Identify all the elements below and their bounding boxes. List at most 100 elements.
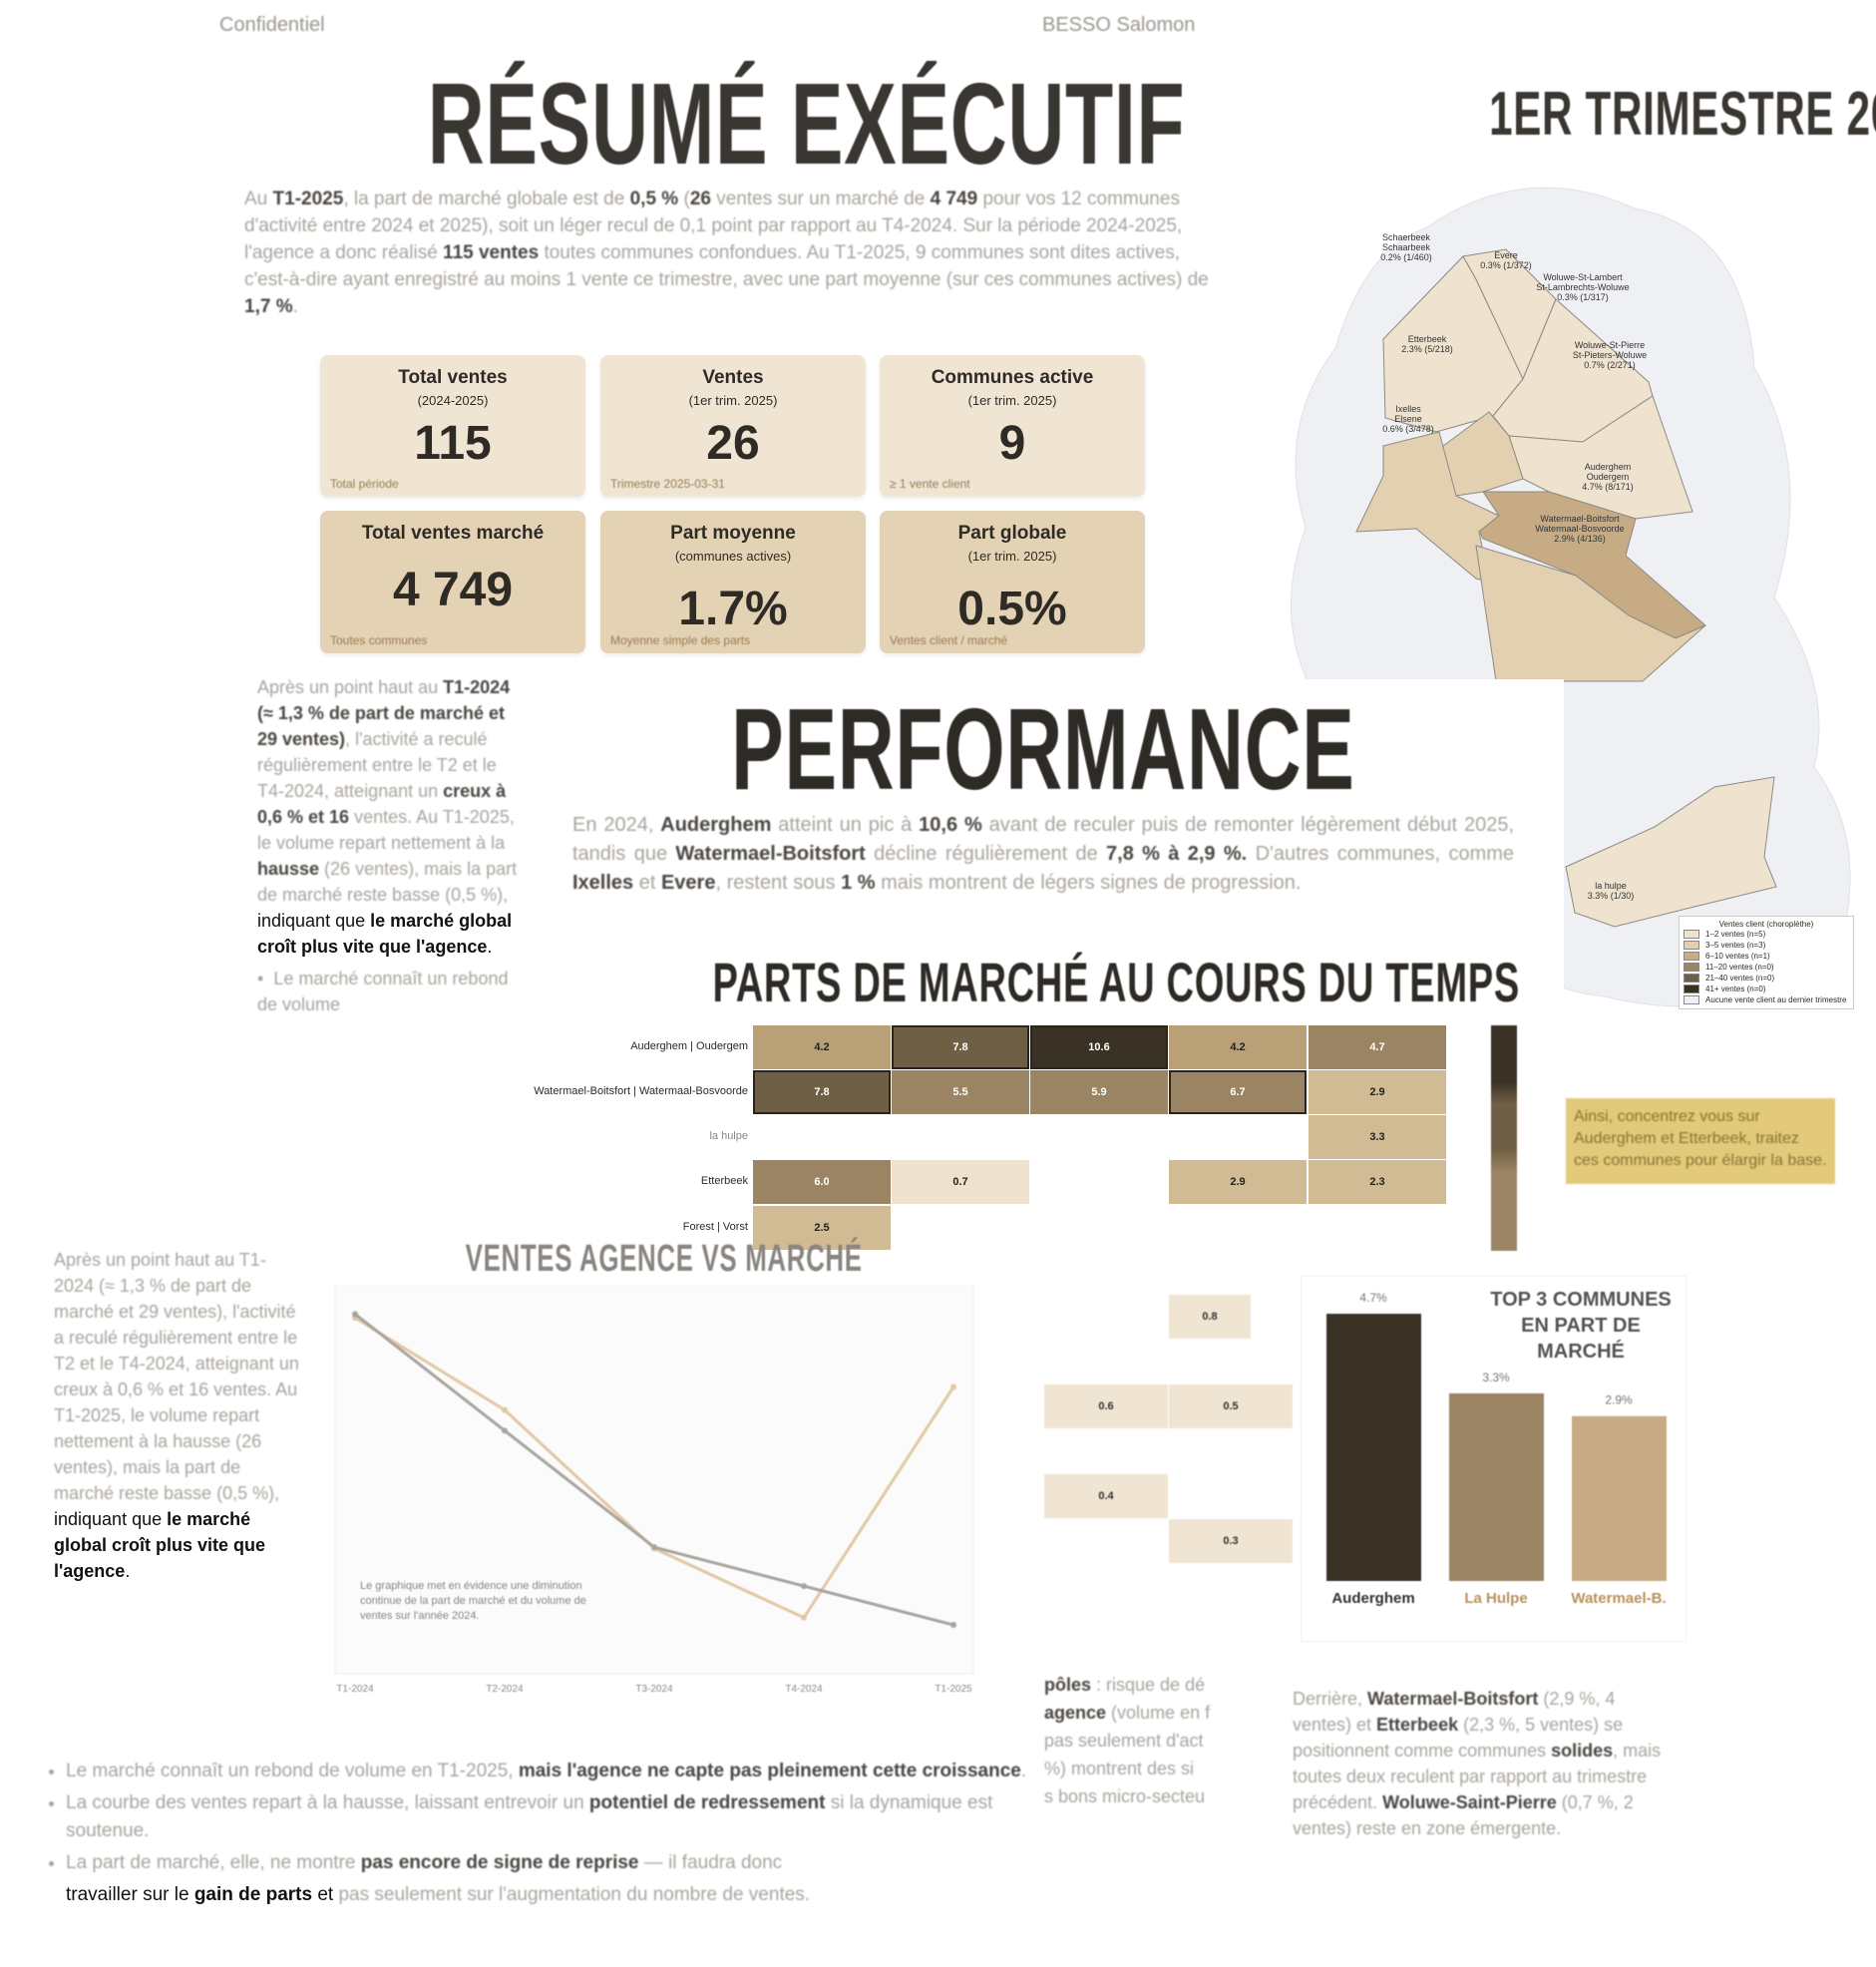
text: (volume en f (1106, 1703, 1211, 1723)
bar-chart: 4.7% Auderghem 3.3% La Hulpe 2.9% Watermael-B… (1326, 1291, 1667, 1607)
bullet-peek: • Le marché connaît un rebond de volume (257, 969, 509, 1014)
x-tick-label: T4-2024 (785, 1684, 823, 1695)
text: . (292, 296, 298, 317)
text: travailler sur le (66, 1884, 194, 1905)
bar-value-label: 2.9% (1605, 1393, 1633, 1407)
text-bold: 0,5 % (629, 189, 679, 209)
text: pas seulement sur l'augmentation du nomb… (338, 1884, 811, 1905)
bar (1572, 1415, 1667, 1581)
text: et (312, 1884, 339, 1905)
text: %) montrent des si (1044, 1759, 1195, 1778)
heatmap-cell: 0.5 (1169, 1384, 1293, 1428)
text: s bons micro-secteu (1044, 1786, 1206, 1806)
text-bold: 1 % (841, 872, 876, 894)
text: (2,3 %, 5 ventes) se positionnent comme … (1293, 1715, 1624, 1761)
map-label: Etterbeek 2.3% (5/218) (1401, 334, 1453, 354)
kpi-subtitle: (1er trim. 2025) (688, 393, 778, 408)
legend-swatch (1684, 930, 1699, 939)
kpi-footnote: Total période (330, 477, 399, 491)
text-bold: pôles (1044, 1675, 1092, 1695)
kpi-footnote: Ventes client / marché (890, 633, 1008, 647)
text-bold: potentiel de redressement (588, 1792, 826, 1813)
legend-label: 11–20 ventes (n=0) (1705, 963, 1774, 972)
text-bold: Woluwe-Saint-Pierre (1382, 1792, 1557, 1812)
kpi-card: Ventes (1er trim. 2025) 26 Trimestre 2025-0… (600, 355, 866, 497)
heatmap-lower-part: 0.8 0.6 0.5 0.4 0.3 (1044, 1287, 1293, 1636)
right-paragraph: Derrière, Watermael-Boitsfort (2,9 %, 4 … (1293, 1686, 1672, 1841)
legend-item: 3–5 ventes (n=3) (1684, 940, 1849, 951)
data-point (801, 1583, 807, 1590)
map-label: Evere 0.3% (1/372) (1480, 250, 1532, 270)
map-label: Schaerbeek Schaarbeek 0.2% (1/460) (1380, 232, 1432, 262)
legend-title: Ventes client (choroplèthe) (1718, 920, 1814, 929)
text-bold: 7,8 % à 2,9 %. (1106, 843, 1248, 865)
text: avant de reculer puis de remonter légère… (572, 814, 1515, 865)
text-bold: Etterbeek (1376, 1715, 1459, 1735)
heatmap-row-label: Watermael-Boitsfort | Watermaal-Bosvoord… (534, 1085, 748, 1097)
text-bold: T1-2024 (≈ 1,3 % de part de marché et 29… (257, 677, 511, 749)
performance-title: PERFORMANCE (731, 684, 1355, 814)
text: atteint un pic à (771, 814, 920, 836)
highlight-box: Ainsi, concentrez vous sur Auderghem et … (1566, 1098, 1835, 1184)
legend-label: 1–2 ventes (n=5) (1705, 930, 1766, 939)
text: décline régulièrement de (865, 843, 1107, 865)
legend-swatch (1684, 952, 1699, 961)
text: , mais toutes deux reculent par rapport … (1293, 1741, 1662, 1812)
text: mais montrent de légers signes de progre… (875, 872, 1302, 894)
map-legend: Ventes client (choroplèthe) 1–2 ventes (… (1679, 916, 1854, 1009)
text-line: pas seulement d'act (1044, 1727, 1294, 1755)
text-bold: Auderghem (660, 814, 772, 836)
heatmap-cell: 4.2 (753, 1025, 891, 1069)
text: La courbe des ventes repart à la hausse,… (66, 1792, 589, 1813)
text: Le marché connaît un rebond de volume en… (66, 1761, 519, 1781)
kpi-value: 0.5% (957, 583, 1067, 635)
text: ventes sur un marché de (710, 189, 931, 209)
text-bold: hausse (257, 859, 320, 879)
line-chart-annotation: Le graphique met en évidence une diminut… (360, 1580, 586, 1622)
text: pour vos 12 communes d'activité entre 20… (244, 189, 1183, 263)
heatmap-cell: 0.7 (892, 1160, 1029, 1204)
summary-paragraph: Au T1-2025, la part de marché globale es… (244, 186, 1217, 320)
legend-item: 6–10 ventes (n=1) (1684, 951, 1849, 962)
heatmap-cell: 2.3 (1309, 1160, 1446, 1204)
heatmap-cell: 10.6 (1030, 1025, 1168, 1069)
performance-paragraph: En 2024, Auderghem atteint un pic à 10,6… (572, 811, 1514, 898)
map-label: Watermael-Boitsfort Watermaal-Bosvoorde 2.… (1535, 514, 1624, 544)
text: . (487, 937, 493, 957)
header-confidential: Confidentiel (219, 14, 325, 36)
left-text-2: Après un point haut au T1-2024 (≈ 1,3 % … (54, 1247, 305, 1584)
line-chart: T1-2024 T2-2024 T3-2024 T4-2024 T1-2025 (334, 1285, 974, 1695)
legend-item: 21–40 ventes (n=0) (1684, 973, 1849, 984)
kpi-footnote: ≥ 1 vente client (890, 477, 970, 491)
map-label: Ixelles Elsene 0.6% (3/478) (1382, 404, 1434, 434)
heatmap: Auderghem | Oudergem 4.2 7.8 10.6 4.2 4.7 Wate… (523, 679, 1564, 1251)
bullet-last-line: travailler sur le gain de parts et pas s… (44, 1881, 1031, 1909)
legend-swatch (1684, 963, 1699, 972)
map-label: Woluwe-St-Pierre St-Pieters-Woluwe 0.7% (2… (1573, 340, 1647, 370)
bar-category-label: La Hulpe (1464, 1590, 1527, 1607)
text: Après un point haut au T1-2024 (≈ 1,3 % … (54, 1250, 299, 1503)
header-author: BESSO Salomon (1042, 14, 1196, 36)
kpi-title: Part globale (957, 523, 1067, 544)
text: Au (244, 189, 273, 209)
text: si la dynamique est soutenue. (66, 1792, 993, 1841)
text-bold: le marché global croît plus vite que l'a… (257, 911, 513, 957)
legend-swatch (1684, 974, 1699, 983)
map-label: Auderghem Oudergem 4.7% (8/171) (1582, 462, 1634, 492)
text: indiquant que (257, 911, 371, 931)
text-bold: creux à 0,6 % et 16 (257, 781, 507, 827)
text-bold: 115 ventes (443, 242, 540, 263)
bar-chart-panel: 4.7% Auderghem 3.3% La Hulpe 2.9% Watermael-B… (1301, 1276, 1687, 1642)
heatmap-cell: 7.8 (753, 1070, 891, 1114)
heatmap-cell: 2.9 (1309, 1070, 1446, 1114)
heatmap-row-label: Forest | Vorst (682, 1221, 748, 1233)
text: ( (678, 189, 690, 209)
text-bold: solides (1551, 1741, 1614, 1761)
data-point (651, 1544, 657, 1551)
bar-category-label: Watermael-B. (1571, 1590, 1666, 1607)
kpi-card: Total ventes (2024-2025) 115 Total période (320, 355, 585, 497)
text-bold: le marché global croît plus vite que l'a… (54, 1509, 266, 1581)
heatmap-cell: 2.5 (753, 1206, 891, 1250)
bar-value-label: 4.7% (1359, 1291, 1387, 1305)
kpi-card: Communes active (1er trim. 2025) 9 ≥ 1 vent… (880, 355, 1145, 497)
